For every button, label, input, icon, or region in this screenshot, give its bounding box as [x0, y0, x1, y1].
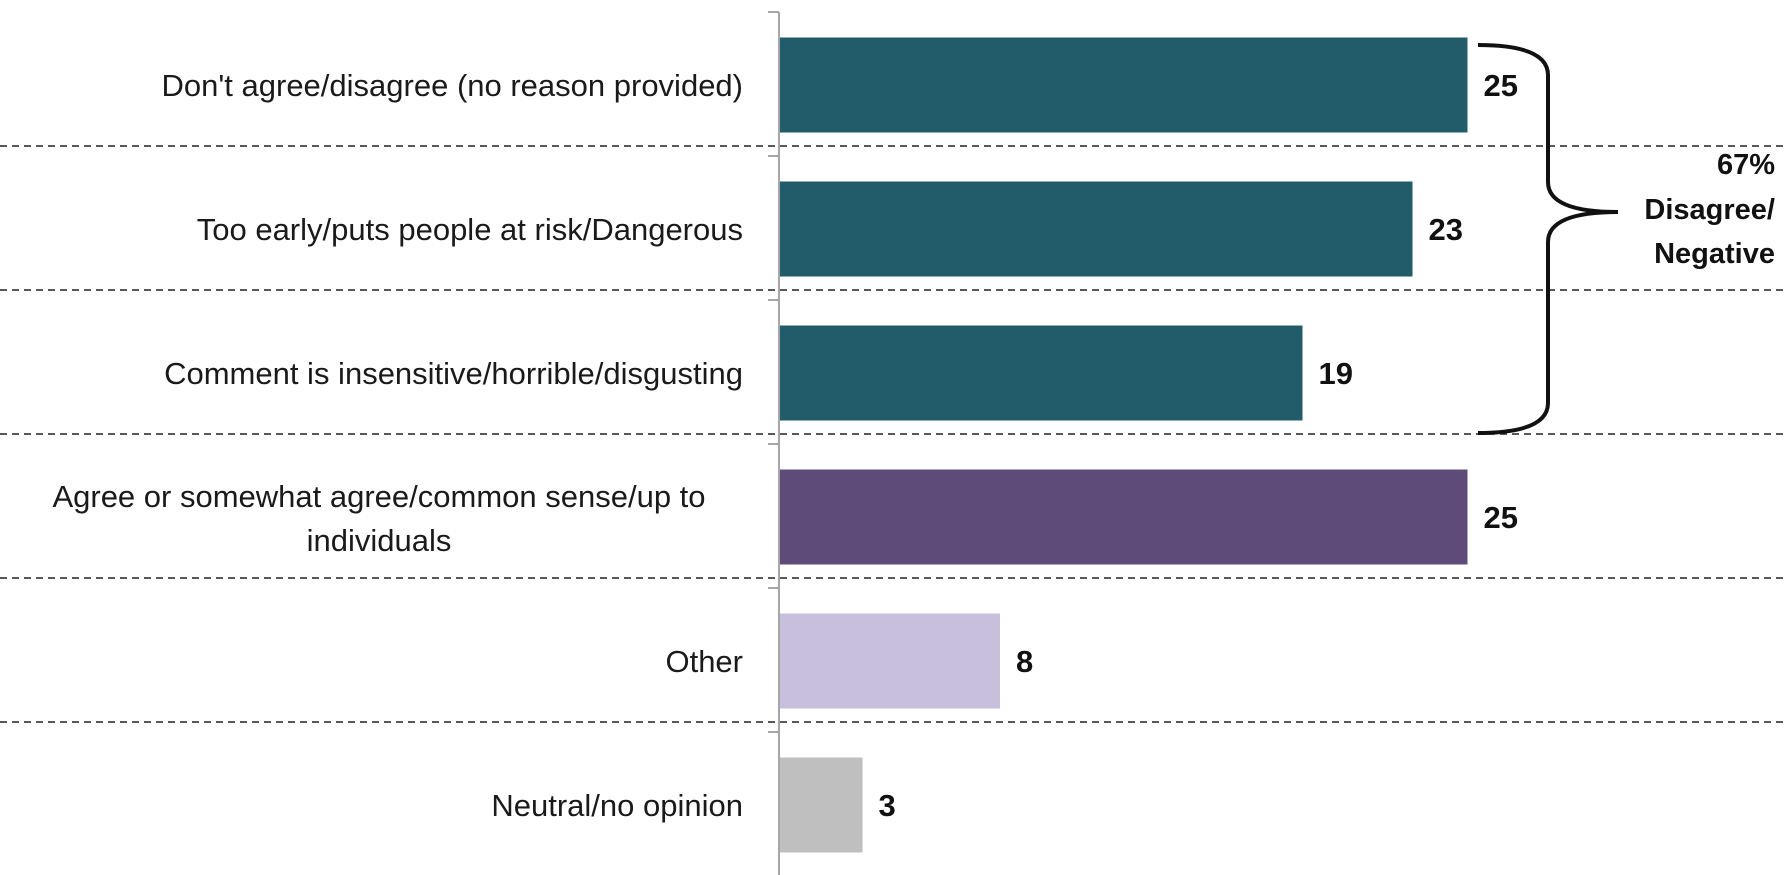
category-label-1: Don't agree/disagree (no reason provided…	[162, 68, 744, 103]
bar-1	[780, 37, 1468, 133]
annotation-line-disagree: Disagree/	[1644, 194, 1775, 226]
category-label-4: Agree or somewhat agree/common sense/up …	[52, 479, 705, 558]
value-labels-group: 25 23 19 25 8 3	[879, 68, 1518, 823]
value-label-3: 19	[1319, 356, 1353, 391]
category-labels-group: Don't agree/disagree (no reason provided…	[52, 68, 743, 823]
value-label-5: 8	[1016, 644, 1033, 679]
value-label-6: 3	[879, 788, 896, 823]
bar-3	[780, 325, 1303, 421]
category-label-5: Other	[665, 644, 743, 679]
annotation-line-negative: Negative	[1654, 238, 1775, 270]
category-label-6: Neutral/no opinion	[491, 788, 743, 823]
value-label-4: 25	[1484, 500, 1518, 535]
bar-5	[780, 613, 1000, 709]
category-axis	[768, 11, 780, 875]
bar-2	[780, 181, 1413, 277]
bar-6	[780, 757, 863, 853]
bracket-annotation: 67% Disagree/ Negative	[1477, 43, 1775, 435]
category-label-2: Too early/puts people at risk/Dangerous	[197, 212, 743, 247]
curly-brace	[1477, 43, 1619, 435]
category-label-3: Comment is insensitive/horrible/disgusti…	[164, 356, 743, 391]
bar-4	[780, 469, 1468, 565]
value-label-2: 23	[1429, 212, 1463, 247]
bars-group	[780, 37, 1468, 853]
annotation-percent: 67%	[1717, 149, 1775, 181]
value-label-1: 25	[1484, 68, 1518, 103]
